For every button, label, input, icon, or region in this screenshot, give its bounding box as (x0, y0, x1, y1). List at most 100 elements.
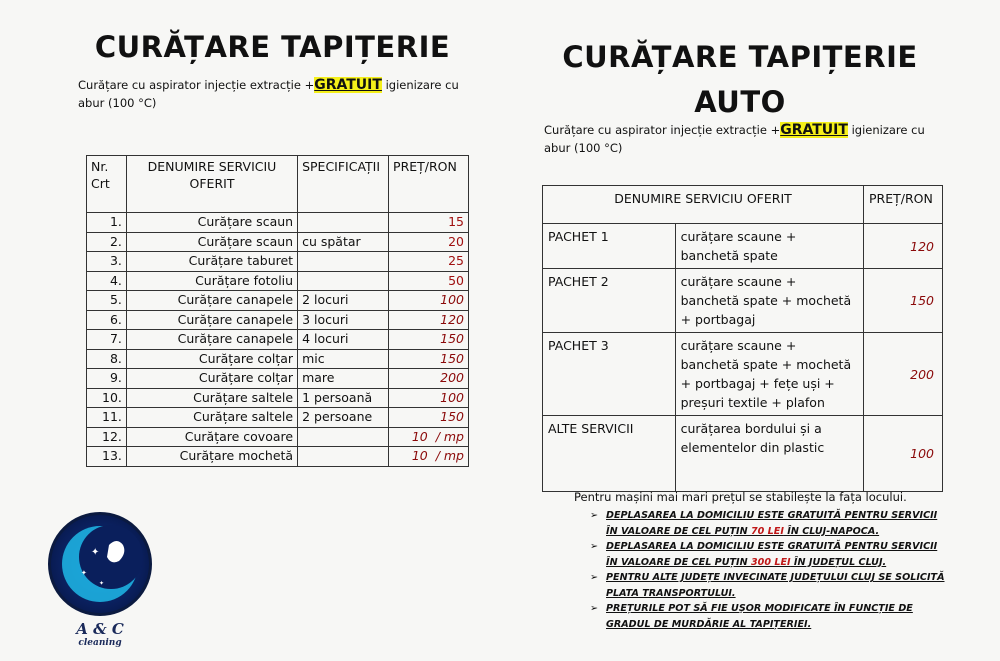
table-row: 5. Curățare canapele 2 locuri 100 (86, 290, 469, 311)
bullet-text: ÎN JUDEȚUL CLUJ. (790, 556, 887, 568)
svg-text:✦: ✦ (99, 580, 104, 587)
service-name: Curățare scaun (125, 212, 299, 233)
table-row: 4. Curățare fotoliu 50 (86, 270, 469, 291)
price: 150 (388, 329, 469, 350)
package-row: PACHET 3 curățare scaune + banchetă spate… (542, 332, 943, 416)
table-row: 7. Curățare canapele 4 locuri 150 (86, 329, 469, 350)
package-name: PACHET 3 (542, 332, 676, 416)
service-name: Curățare saltele (125, 387, 299, 408)
bullet-text: DEPLASAREA LA DOMICILIU ESTE GRATUITĂ PE… (606, 541, 938, 568)
package-description: curățare scaune + banchetă spate + moche… (674, 268, 865, 333)
subtitle-text: igienizare cu abur (100 °C) (78, 78, 459, 110)
package-name: ALTE SERVICII (542, 415, 676, 492)
specification: mare (297, 368, 390, 389)
arrow-bullet-icon: ➢ (590, 510, 599, 521)
table-header-row: DENUMIRE SERVICIU OFERIT PREȚ/RON (542, 185, 943, 224)
arrow-bullet-icon: ➢ (590, 541, 599, 552)
price: 150 (388, 348, 469, 369)
notes-list: ➢ DEPLASAREA LA DOMICILIU ESTE GRATUITĂ P… (578, 508, 950, 632)
table-row: 12. Curățare covoare 10 / mp (86, 426, 469, 447)
price: 50 (388, 270, 469, 291)
price: 10 / mp (388, 426, 469, 447)
right-title-line1: CURĂȚARE TAPIȚERIE (562, 40, 918, 74)
table-row: 13. Curățare mochetă 10 / mp (86, 446, 469, 467)
left-subtitle: Curățare cu aspirator injecție extracție… (78, 76, 463, 112)
svg-text:✦: ✦ (91, 547, 99, 558)
package-description: curățare scaune + banchetă spate (674, 223, 865, 269)
subtitle-text: Curățare cu aspirator injecție extracție… (78, 78, 315, 92)
price: 200 (388, 368, 469, 389)
price: 120 (863, 223, 943, 269)
service-name: Curățare colțar (125, 368, 299, 389)
row-number: 8. (86, 348, 127, 369)
table-row: 2. Curățare scaun cu spătar 20 (86, 231, 469, 252)
bullet-amount: 70 LEI (750, 525, 784, 537)
company-logo: ✦ ✦ ✦ (48, 512, 152, 616)
row-number: 4. (86, 270, 127, 291)
specification: 2 locuri (297, 290, 390, 311)
header-nr: Nr. Crt (86, 155, 127, 213)
row-number: 2. (86, 231, 127, 252)
table-row: 3. Curățare taburet 25 (86, 251, 469, 272)
row-number: 9. (86, 368, 127, 389)
service-name: Curățare canapele (125, 329, 299, 350)
service-name: Curățare fotoliu (125, 270, 299, 291)
upholstery-price-table: Nr. Crt DENUMIRE SERVICIU OFERIT SPECIFI… (86, 155, 469, 467)
logo-text: A & C cleaning (60, 620, 140, 648)
row-number: 10. (86, 387, 127, 408)
header-price: PREȚ/RON (863, 185, 943, 224)
price: 150 (388, 407, 469, 428)
arrow-bullet-icon: ➢ (590, 603, 599, 614)
service-name: Curățare covoare (125, 426, 299, 447)
right-title: CURĂȚARE TAPIȚERIE AUTO (530, 35, 950, 125)
specification: 1 persoană (297, 387, 390, 408)
price: 100 (388, 387, 469, 408)
bullet-text: PENTRU ALTE JUDEȚE INVECINATE JUDEȚULUI … (606, 572, 945, 599)
right-title-line2: AUTO (694, 85, 786, 119)
row-number: 7. (86, 329, 127, 350)
specification: cu spătar (297, 231, 390, 252)
row-number: 11. (86, 407, 127, 428)
row-number: 3. (86, 251, 127, 272)
price: 150 (863, 268, 943, 333)
service-name: Curățare colțar (125, 348, 299, 369)
specification (297, 251, 390, 272)
bullet-amount: 300 LEI (750, 556, 791, 568)
table-row: 11. Curățare saltele 2 persoane 150 (86, 407, 469, 428)
price: 25 (388, 251, 469, 272)
gratuit-highlight: GRATUIT (780, 122, 848, 138)
header-service: DENUMIRE SERVICIU OFERIT (125, 155, 299, 213)
row-number: 6. (86, 309, 127, 330)
subtitle-text: igienizare cu abur (100 °C) (544, 123, 925, 155)
price: 100 (388, 290, 469, 311)
table-row: 6. Curățare canapele 3 locuri 120 (86, 309, 469, 330)
service-name: Curățare taburet (125, 251, 299, 272)
specification (297, 270, 390, 291)
table-row: 10. Curățare saltele 1 persoană 100 (86, 387, 469, 408)
package-row: ALTE SERVICII curățarea bordului și a ele… (542, 415, 943, 492)
right-subtitle: Curățare cu aspirator injecție extracție… (544, 121, 929, 157)
price: 15 (388, 212, 469, 233)
package-name: PACHET 2 (542, 268, 676, 333)
row-number: 5. (86, 290, 127, 311)
specification: 2 persoane (297, 407, 390, 428)
package-description: curățarea bordului și a elementelor din … (674, 415, 865, 492)
note-text: Pentru mașini mai mari prețul se stabile… (574, 490, 907, 504)
table-header-row: Nr. Crt DENUMIRE SERVICIU OFERIT SPECIFI… (86, 155, 469, 213)
price: 100 (863, 415, 943, 492)
left-title: CURĂȚARE TAPIȚERIE (94, 30, 451, 64)
svg-text:✦: ✦ (81, 569, 87, 577)
note-bullet: ➢ DEPLASAREA LA DOMICILIU ESTE GRATUITĂ P… (578, 508, 950, 539)
package-description: curățare scaune + banchetă spate + moche… (674, 332, 865, 416)
price: 120 (388, 309, 469, 330)
notes-section: Pentru mașini mai mari prețul se stabile… (560, 490, 950, 632)
bullet-text: ÎN CLUJ-NAPOCA. (783, 525, 880, 537)
table-row: 8. Curățare colțar mic 150 (86, 348, 469, 369)
row-number: 12. (86, 426, 127, 447)
specification (297, 426, 390, 447)
price: 200 (863, 332, 943, 416)
gratuit-highlight: GRATUIT (314, 77, 382, 93)
note-bullet: ➢ PENTRU ALTE JUDEȚE INVECINATE JUDEȚULUI… (578, 570, 950, 601)
service-name: Curățare canapele (125, 309, 299, 330)
arrow-bullet-icon: ➢ (590, 572, 599, 583)
